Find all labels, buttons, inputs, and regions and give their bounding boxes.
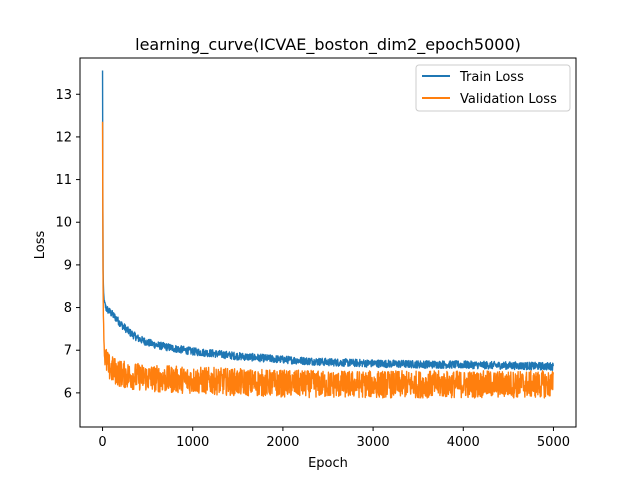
y-tick-label: 11 [55,173,72,188]
legend-label-train-loss: Train Loss [459,70,524,85]
x-tick-label: 4000 [447,435,480,450]
axes-layer: 0 1000 2000 3000 4000 5000 6 7 8 9 10 11 12 13 [55,57,577,450]
x-tick-label: 5000 [537,435,570,450]
y-tick-label: 12 [55,130,72,145]
legend-label-validation-loss: Validation Loss [460,92,557,107]
series-layer [101,70,554,399]
y-tick-label: 9 [64,258,72,273]
x-tick-label: 3000 [357,435,390,450]
y-tick-label: 8 [64,301,72,316]
chart-title: learning_curve(ICVAE_boston_dim2_epoch50… [135,35,521,55]
series-line-train-loss [101,70,554,371]
plot-frame [79,57,577,428]
series-line-validation-loss [101,121,554,399]
x-tick-label: 2000 [266,435,299,450]
y-tick-label: 10 [55,216,72,231]
y-tick-label: 6 [64,386,72,401]
legend-box [415,64,571,112]
x-tick-label: 1000 [176,435,209,450]
x-axis-title: Epoch [308,456,348,471]
y-axis-title: Loss [33,231,48,260]
legend: Train Loss Validation Loss [415,64,571,112]
y-tick-label: 7 [64,344,72,359]
x-tick-label: 0 [98,435,106,450]
y-tick-label: 13 [55,88,72,103]
